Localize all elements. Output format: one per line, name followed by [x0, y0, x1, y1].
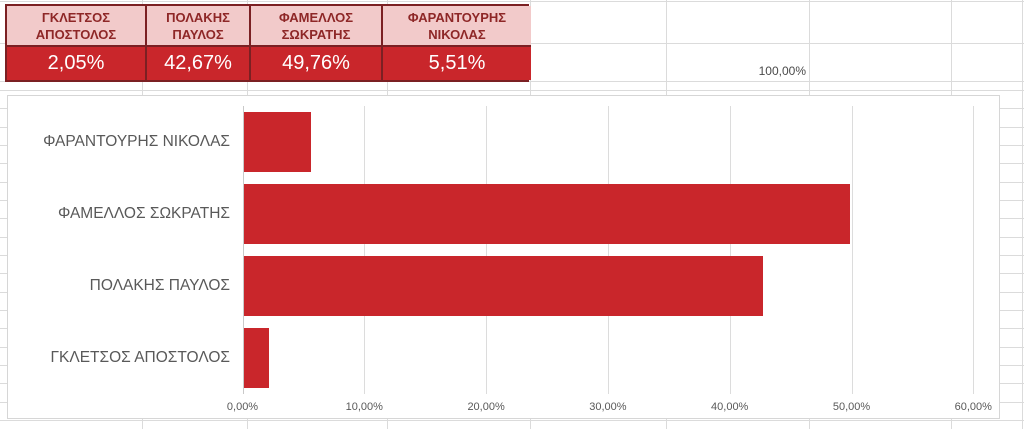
x-axis-tick-label: 60,00%: [954, 401, 992, 413]
chart-gridline: [729, 106, 731, 394]
x-axis-tick-label: 30,00%: [589, 401, 627, 413]
total-percentage-cell[interactable]: 100,00%: [758, 64, 806, 78]
bar-chart[interactable]: ΦΑΡΑΝΤΟΥΡΗΣ ΝΙΚΟΛΑΣ ΦΑΜΕΛΛΟΣ ΣΩΚΡΑΤΗΣ ΠΟΛΑ…: [7, 95, 1000, 419]
chart-axis-line: [242, 106, 244, 394]
x-axis-tick-label: 0,00%: [226, 401, 259, 413]
chart-gridline: [973, 106, 975, 394]
candidate-name-cell[interactable]: ΠΟΛΑΚΗΣ ΠΑΥΛΟΣ: [147, 6, 249, 47]
category-label: ΦΑΜΕΛΛΟΣ ΣΩΚΡΑΤΗΣ: [58, 205, 230, 222]
table-column: ΠΟΛΑΚΗΣ ΠΑΥΛΟΣ 42,67%: [145, 6, 249, 80]
table-column: ΦΑΜΕΛΛΟΣ ΣΩΚΡΑΤΗΣ 49,76%: [249, 6, 381, 80]
bar-2[interactable]: [243, 184, 850, 244]
candidate-name-cell[interactable]: ΓΚΛΕΤΣΟΣ ΑΠΟΣΤΟΛΟΣ: [7, 6, 145, 47]
chart-gridline: [851, 106, 853, 394]
x-axis-tick-label: 40,00%: [711, 401, 749, 413]
x-axis-tick-label: 10,00%: [345, 401, 383, 413]
sheet-gridline: [1022, 0, 1023, 429]
table-column: ΓΚΛΕΤΣΟΣ ΑΠΟΣΤΟΛΟΣ 2,05%: [7, 6, 145, 80]
category-label: ΠΟΛΑΚΗΣ ΠΑΥΛΟΣ: [89, 277, 230, 294]
sheet-gridline: [0, 420, 1024, 421]
bar-1[interactable]: [243, 112, 311, 172]
sheet-gridline: [0, 90, 1024, 91]
candidate-percent-cell[interactable]: 42,67%: [147, 47, 249, 80]
category-label: ΦΑΡΑΝΤΟΥΡΗΣ ΝΙΚΟΛΑΣ: [43, 133, 230, 150]
candidate-name-cell[interactable]: ΦΑΜΕΛΛΟΣ ΣΩΚΡΑΤΗΣ: [251, 6, 381, 47]
chart-gridline: [607, 106, 609, 394]
x-axis-tick-label: 20,00%: [467, 401, 505, 413]
bar-3[interactable]: [243, 256, 764, 316]
x-axis-tick-label: 50,00%: [832, 401, 871, 413]
category-label: ΓΚΛΕΤΣΟΣ ΑΠΟΣΤΟΛΟΣ: [50, 349, 230, 366]
chart-gridline: [364, 106, 366, 394]
table-column: ΦΑΡΑΝΤΟΥΡΗΣ ΝΙΚΟΛΑΣ 5,51%: [381, 6, 531, 80]
summary-table: ΓΚΛΕΤΣΟΣ ΑΠΟΣΤΟΛΟΣ 2,05% ΠΟΛΑΚΗΣ ΠΑΥΛΟΣ 42,…: [5, 4, 531, 82]
candidate-percent-cell[interactable]: 49,76%: [251, 47, 381, 80]
bar-4[interactable]: [243, 328, 269, 388]
sheet-gridline: [0, 1, 1024, 2]
candidate-percent-cell[interactable]: 5,51%: [383, 47, 531, 80]
chart-gridline: [486, 106, 488, 394]
candidate-name-cell[interactable]: ΦΑΡΑΝΤΟΥΡΗΣ ΝΙΚΟΛΑΣ: [383, 6, 531, 47]
candidate-percent-cell[interactable]: 2,05%: [7, 47, 145, 80]
